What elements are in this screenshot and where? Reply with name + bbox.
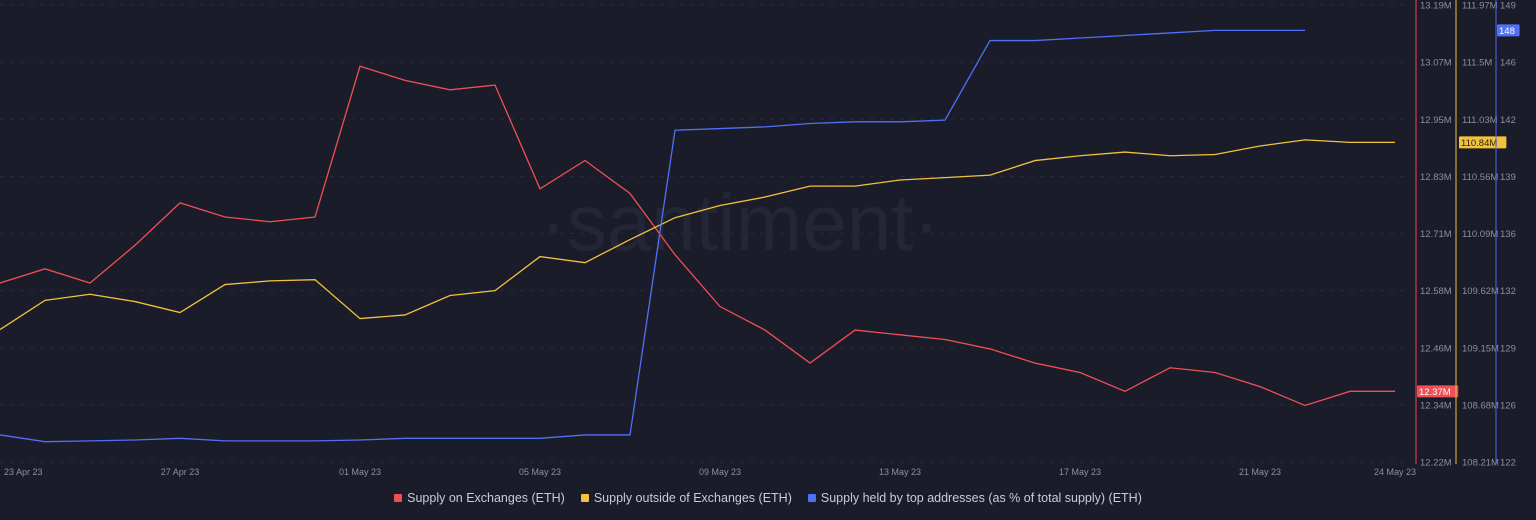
- x-tick-label: 09 May 23: [699, 467, 741, 477]
- legend: Supply on Exchanges (ETH) Supply outside…: [0, 491, 1536, 505]
- last-value-label: 148: [1499, 26, 1515, 37]
- series-line: [0, 139, 1395, 331]
- y-tick-label: 109.15M: [1462, 343, 1499, 354]
- y-tick-label: 108.21M: [1462, 458, 1499, 469]
- last-value-label: 110.84M: [1461, 138, 1497, 149]
- y-tick-label: 109.62M: [1462, 286, 1499, 297]
- x-tick-label: 17 May 23: [1059, 467, 1101, 477]
- last-value-badge: [1497, 24, 1520, 37]
- y-tick-label: 142: [1500, 115, 1516, 126]
- x-tick-label: 21 May 23: [1239, 467, 1281, 477]
- y-tick-label: 110.09M: [1462, 229, 1498, 240]
- y-axes: 13.19M 111.97M 149 13.07M 111.5M 146 12.95M 111…: [1415, 0, 1520, 469]
- y-tick-label: 12.34M: [1420, 400, 1452, 411]
- y-tick-label: 146: [1500, 58, 1516, 69]
- x-tick-label: 23 Apr 23: [4, 467, 43, 477]
- legend-swatch: [394, 494, 403, 502]
- y-tick-label: 12.95M: [1420, 115, 1452, 126]
- y-tick-label: 13.07M: [1420, 58, 1452, 69]
- legend-swatch: [580, 494, 589, 502]
- y-tick-label: 126: [1500, 400, 1516, 411]
- y-tick-label: 139: [1500, 172, 1516, 183]
- x-tick-label: 13 May 23: [879, 467, 921, 477]
- y-tick-label: 111.5M: [1462, 58, 1492, 69]
- y-tick-label: 132: [1500, 286, 1516, 297]
- y-tick-label: 12.71M: [1420, 229, 1452, 240]
- x-tick-label: 01 May 23: [339, 467, 381, 477]
- y-tick-label: 129: [1500, 343, 1516, 354]
- x-tick-label: 05 May 23: [519, 467, 561, 477]
- y-tick-label: 12.83M: [1420, 172, 1452, 183]
- legend-item-supply-top-addresses[interactable]: Supply held by top addresses (as % of to…: [807, 491, 1142, 505]
- x-tick-label: 27 Apr 23: [161, 467, 200, 477]
- last-value-badge: [1417, 385, 1459, 398]
- legend-label: Supply held by top addresses (as % of to…: [820, 491, 1142, 505]
- y-tick-label: 136: [1500, 229, 1516, 240]
- y-tick-label: 12.46M: [1420, 343, 1452, 354]
- series-line: [0, 65, 1395, 407]
- series-lines: [0, 29, 1396, 443]
- y-tick-label: 111.97M: [1462, 1, 1498, 12]
- legend-label: Supply outside of Exchanges (ETH): [593, 491, 792, 505]
- y-tick-label: 110.56M: [1462, 172, 1498, 183]
- legend-item-supply-outside-exchanges[interactable]: Supply outside of Exchanges (ETH): [580, 491, 792, 505]
- y-tick-label: 149: [1500, 1, 1516, 12]
- y-tick-label: 108.68M: [1462, 400, 1499, 411]
- legend-label: Supply on Exchanges (ETH): [407, 491, 565, 505]
- y-tick-label: 122: [1500, 458, 1516, 469]
- series-line: [0, 29, 1305, 443]
- y-tick-label: 13.19M: [1420, 1, 1452, 12]
- x-axis: 23 Apr 23 27 Apr 23 01 May 23 05 May 23 09 M…: [4, 467, 1416, 477]
- y-tick-label: 111.03M: [1462, 115, 1498, 126]
- y-tick-label: 12.22M: [1420, 458, 1452, 469]
- watermark: ·santiment·: [540, 178, 940, 267]
- legend-item-supply-on-exchanges[interactable]: Supply on Exchanges (ETH): [394, 491, 565, 505]
- last-value-badge: [1459, 136, 1507, 149]
- y-tick-label: 12.58M: [1420, 286, 1452, 297]
- legend-swatch: [807, 494, 816, 502]
- x-tick-label: 24 May 23: [1374, 467, 1416, 477]
- last-value-label: 12.37M: [1419, 387, 1451, 398]
